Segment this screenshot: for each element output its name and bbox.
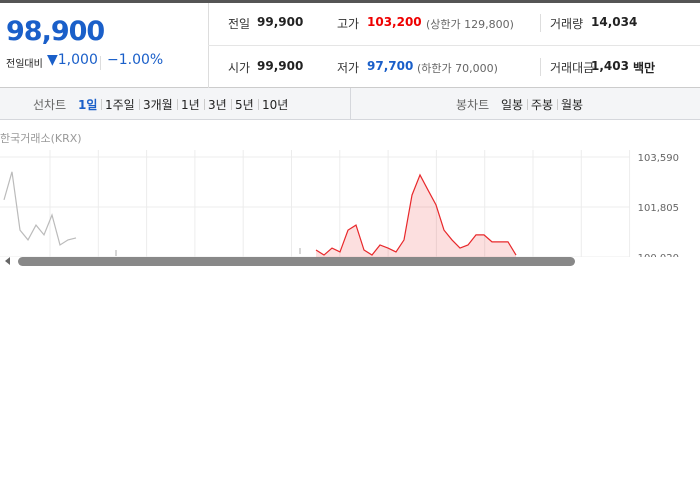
tab[interactable]: 1주일 [105, 98, 135, 112]
scroll-arrow[interactable] [5, 257, 10, 265]
price: 98,900 [6, 16, 105, 47]
chart: 103,590 101,805 100,020 [0, 150, 679, 266]
change: ▼1,000 [47, 52, 98, 68]
divider [557, 99, 558, 110]
tab[interactable]: 1년 [181, 98, 200, 112]
stat-value: 97,700 [367, 59, 414, 73]
tab[interactable]: 월봉 [561, 98, 584, 112]
y-tick-label: 100,020 [638, 253, 679, 264]
stat-value: 14,034 [591, 15, 638, 29]
divider [527, 99, 528, 110]
divider [100, 56, 101, 70]
summary [0, 0, 700, 88]
divider [540, 14, 541, 32]
divider [350, 88, 351, 120]
stat-value: 99,900 [257, 15, 304, 29]
scrollbar[interactable] [18, 257, 575, 266]
divider [258, 99, 259, 110]
tab[interactable]: 일봉 [501, 98, 524, 112]
stat-label: 저가 [337, 61, 360, 75]
stat-label: 시가 [228, 61, 251, 75]
stat-label: 거래량 [550, 17, 584, 31]
stat-note: 백만 [633, 61, 656, 75]
candle-tab-label: 봉차트 [456, 98, 490, 112]
tab[interactable]: 3년 [208, 98, 227, 112]
stat-value: 103,200 [367, 15, 422, 29]
divider [101, 99, 102, 110]
change-label: 전일대비 [6, 59, 43, 70]
divider [139, 99, 140, 110]
divider [208, 45, 700, 46]
divider [177, 99, 178, 110]
stat-label: 고가 [337, 17, 360, 31]
divider [204, 99, 205, 110]
tab[interactable]: 3개월 [143, 98, 173, 112]
divider [231, 99, 232, 110]
stat-value: 1,403 [591, 59, 629, 73]
tab[interactable]: 1일 [78, 98, 98, 112]
line [315, 173, 517, 256]
stat-value: 99,900 [257, 59, 304, 73]
line [3, 171, 77, 246]
tab[interactable]: 주봉 [531, 98, 554, 112]
y-tick-label: 101,805 [638, 203, 679, 214]
stat-label: 전일 [228, 17, 251, 31]
tab[interactable]: 10년 [262, 98, 289, 112]
tab[interactable]: 5년 [235, 98, 254, 112]
line-tab-label: 선차트 [33, 98, 67, 112]
stat-note: (하한가 70,000) [417, 62, 498, 75]
stat-note: (상한가 129,800) [426, 18, 514, 31]
stat-label: 거래대금 [550, 61, 595, 75]
y-tick-label: 103,590 [638, 153, 679, 164]
change-pct: −1.00% [107, 52, 164, 68]
area [316, 174, 516, 257]
divider [540, 58, 541, 76]
chart-source: 한국거래소(KRX) [0, 132, 82, 145]
